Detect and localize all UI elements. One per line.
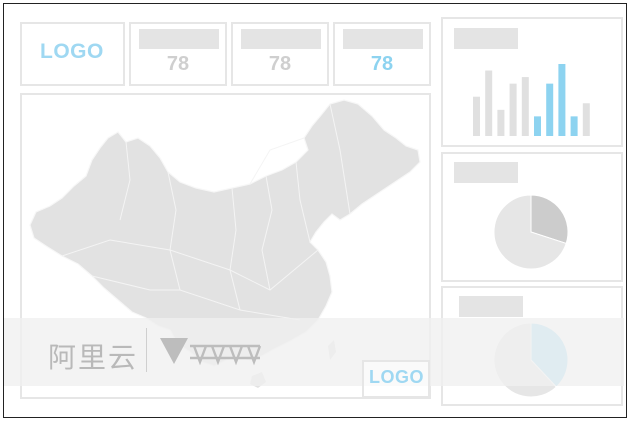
bar-4	[509, 83, 517, 136]
bar-chart-panel	[441, 17, 623, 147]
watermark-aliyun-text: 阿里云	[48, 341, 139, 374]
kpi-card-3-value: 78	[370, 53, 394, 75]
logo-text: LOGO	[40, 40, 104, 63]
watermark-overlay	[4, 318, 624, 386]
datav-logo-icon	[160, 338, 262, 366]
kpi-card-3: 78	[333, 22, 431, 86]
bar-3	[497, 109, 505, 136]
kpi-card-1-value: 78	[166, 53, 190, 75]
pie-chart-2-title-placeholder	[459, 296, 523, 317]
logo-panel: LOGO	[20, 22, 125, 86]
kpi-card-2-title-placeholder	[241, 29, 321, 49]
pie-1-slice-2	[493, 194, 567, 270]
kpi-card-1: 78	[129, 22, 227, 86]
watermark-divider	[146, 328, 147, 372]
bar-10	[582, 103, 590, 136]
pie-chart-1-title-placeholder	[454, 162, 518, 183]
china-map-borders	[61, 103, 351, 321]
kpi-card-2: 78	[231, 22, 329, 86]
pie-1-slice-1	[530, 194, 569, 245]
kpi-card-2-value: 78	[268, 53, 292, 75]
kpi-card-3-title-placeholder	[343, 29, 423, 49]
bar-8	[558, 64, 566, 136]
bar-1	[473, 96, 480, 136]
kpi-card-1-title-placeholder	[139, 29, 219, 49]
bar-6	[534, 116, 541, 136]
bar-chart-title-placeholder	[454, 28, 518, 49]
bar-5	[521, 77, 529, 136]
footer-logo-text: LOGO	[369, 367, 424, 387]
bar-9	[570, 116, 578, 136]
bar-2	[485, 70, 493, 136]
bar-7	[546, 83, 554, 136]
footer-logo-panel: LOGO	[362, 360, 430, 398]
